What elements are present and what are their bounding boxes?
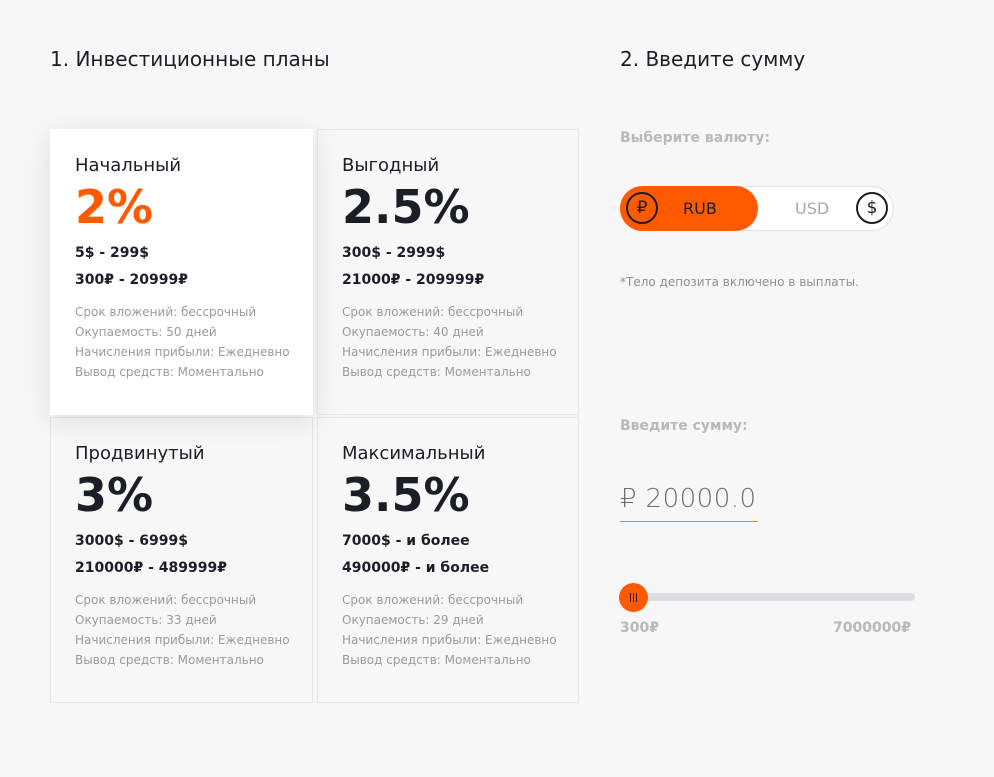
plan-payback: Окупаемость: 50 дней — [75, 325, 217, 339]
plan-accrual: Начисления прибыли: Ежедневно — [342, 345, 557, 359]
grip-line-icon — [630, 593, 631, 602]
plan-range-rub: 300₽ - 20999₽ — [75, 272, 188, 288]
plan-accrual: Начисления прибыли: Ежедневно — [342, 633, 557, 647]
plan-rate: 3.5% — [342, 468, 470, 522]
amount-slider-handle[interactable] — [619, 583, 648, 612]
plan-rate: 2% — [75, 180, 154, 234]
plan-range-rub: 21000₽ - 209999₽ — [342, 272, 485, 288]
plan-withdrawal: Вывод средств: Моментально — [342, 653, 531, 667]
plan-payback: Окупаемость: 40 дней — [342, 325, 484, 339]
grip-line-icon — [633, 593, 634, 602]
plans-section-title: 1. Инвестиционные планы — [50, 47, 330, 71]
plan-range-usd: 3000$ - 6999$ — [75, 533, 188, 549]
currency-option-usd[interactable]: USD $ — [758, 186, 896, 231]
plan-range-usd: 300$ - 2999$ — [342, 245, 446, 261]
plan-withdrawal: Вывод средств: Моментально — [342, 365, 531, 379]
currency-option-rub[interactable]: ₽ RUB — [620, 186, 758, 231]
plan-card-advanced[interactable]: Продвинутый 3% 3000$ - 6999$ 210000₽ - 4… — [50, 417, 313, 703]
plan-term: Срок вложений: бессрочный — [75, 305, 257, 319]
plan-rate: 2.5% — [342, 180, 470, 234]
plan-range-rub: 210000₽ - 489999₽ — [75, 560, 227, 576]
grip-line-icon — [636, 593, 637, 602]
amount-label: Введите сумму: — [620, 418, 748, 434]
plan-range-usd: 7000$ - и более — [342, 533, 470, 549]
currency-label: Выберите валюту: — [620, 130, 770, 146]
plan-withdrawal: Вывод средств: Моментально — [75, 653, 264, 667]
plan-term: Срок вложений: бессрочный — [342, 593, 524, 607]
amount-slider[interactable] — [619, 583, 915, 612]
plan-card-initial[interactable]: Начальный 2% 5$ - 299$ 300₽ - 20999₽ Сро… — [50, 129, 313, 415]
plan-range-rub: 490000₽ - и более — [342, 560, 490, 576]
plan-name: Начальный — [75, 155, 182, 176]
amount-input[interactable] — [645, 483, 758, 514]
ruble-coin-icon: ₽ — [626, 192, 658, 224]
dollar-coin-icon: $ — [856, 192, 888, 224]
plan-term: Срок вложений: бессрочный — [342, 305, 524, 319]
plan-term: Срок вложений: бессрочный — [75, 593, 257, 607]
plan-name: Максимальный — [342, 443, 486, 464]
plan-accrual: Начисления прибыли: Ежедневно — [75, 633, 290, 647]
slider-min-label: 300₽ — [620, 620, 659, 636]
plan-name: Продвинутый — [75, 443, 205, 464]
plan-accrual: Начисления прибыли: Ежедневно — [75, 345, 290, 359]
slider-max-label: 7000000₽ — [833, 620, 911, 636]
plan-payback: Окупаемость: 33 дней — [75, 613, 217, 627]
amount-currency-symbol: ₽ — [620, 483, 637, 514]
plan-card-profitable[interactable]: Выгодный 2.5% 300$ - 2999$ 21000₽ - 2099… — [317, 129, 579, 415]
amount-input-wrapper: ₽ — [620, 476, 758, 522]
currency-toggle: ₽ RUB USD $ — [620, 186, 894, 231]
deposit-note: *Тело депозита включено в выплаты. — [620, 275, 859, 289]
plan-rate: 3% — [75, 468, 154, 522]
plan-name: Выгодный — [342, 155, 440, 176]
plan-withdrawal: Вывод средств: Моментально — [75, 365, 264, 379]
currency-code-usd: USD — [795, 199, 830, 218]
plan-range-usd: 5$ - 299$ — [75, 245, 150, 261]
currency-code-rub: RUB — [683, 199, 717, 218]
plan-payback: Окупаемость: 29 дней — [342, 613, 484, 627]
amount-section-title: 2. Введите сумму — [620, 47, 806, 71]
plan-card-maximum[interactable]: Максимальный 3.5% 7000$ - и более 490000… — [317, 417, 579, 703]
